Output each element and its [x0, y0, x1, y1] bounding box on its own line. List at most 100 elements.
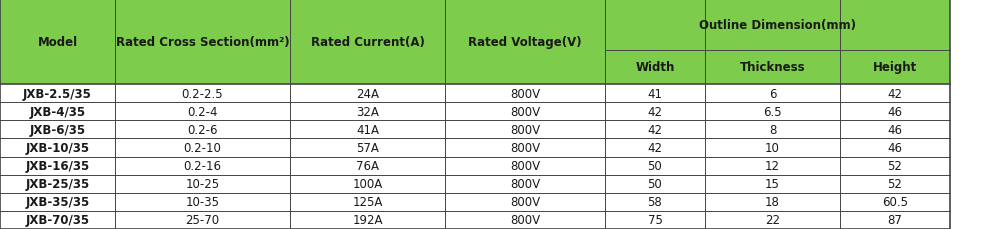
Bar	[0, 121, 115, 139]
Text: 52: 52	[888, 159, 902, 172]
Bar	[0, 0, 115, 85]
Bar	[445, 193, 605, 211]
Bar	[115, 157, 290, 175]
Text: 42: 42	[648, 105, 662, 118]
Text: Width: Width	[635, 61, 675, 74]
Bar	[115, 121, 290, 139]
Text: 0.2-2.5: 0.2-2.5	[182, 87, 223, 100]
Bar	[840, 157, 950, 175]
Text: 8: 8	[769, 123, 776, 136]
Text: 10-35: 10-35	[186, 196, 220, 208]
Text: 32A: 32A	[356, 105, 379, 118]
Text: 25-70: 25-70	[185, 213, 220, 226]
Text: JXB-70/35: JXB-70/35	[25, 213, 90, 226]
Bar	[840, 121, 950, 139]
Text: 42: 42	[888, 87, 902, 100]
Bar	[115, 139, 290, 157]
Bar	[705, 193, 840, 211]
Text: 0.2-4: 0.2-4	[187, 105, 218, 118]
Bar	[840, 139, 950, 157]
Bar	[290, 157, 445, 175]
Bar	[605, 103, 705, 121]
Bar	[115, 175, 290, 193]
Bar	[840, 85, 950, 103]
Text: Outline Dimension(mm): Outline Dimension(mm)	[699, 19, 856, 32]
Bar	[290, 193, 445, 211]
Bar	[0, 139, 115, 157]
Text: 52: 52	[888, 177, 902, 190]
Text: 22: 22	[765, 213, 780, 226]
Bar	[605, 139, 705, 157]
Text: 46: 46	[888, 105, 902, 118]
Bar	[705, 121, 840, 139]
Text: Rated Current(A): Rated Current(A)	[311, 36, 424, 49]
Bar	[840, 50, 950, 85]
Bar	[445, 157, 605, 175]
Text: Rated Voltage(V): Rated Voltage(V)	[468, 36, 582, 49]
Text: 41A: 41A	[356, 123, 379, 136]
Bar	[290, 139, 445, 157]
Bar	[290, 121, 445, 139]
Bar	[0, 157, 115, 175]
Text: 800V: 800V	[510, 159, 540, 172]
Bar	[115, 193, 290, 211]
Text: 800V: 800V	[510, 105, 540, 118]
Bar	[0, 103, 115, 121]
Text: 46: 46	[888, 141, 902, 154]
Bar	[290, 85, 445, 103]
Text: 800V: 800V	[510, 123, 540, 136]
Bar	[605, 85, 705, 103]
Bar	[705, 103, 840, 121]
Bar	[840, 103, 950, 121]
Text: 0.2-16: 0.2-16	[184, 159, 222, 172]
Text: 800V: 800V	[510, 177, 540, 190]
Text: 100A: 100A	[352, 177, 383, 190]
Bar	[445, 175, 605, 193]
Text: 75: 75	[648, 213, 662, 226]
Text: 42: 42	[648, 123, 662, 136]
Text: 192A: 192A	[352, 213, 383, 226]
Bar	[290, 0, 445, 85]
Text: Thickness: Thickness	[740, 61, 805, 74]
Bar	[840, 175, 950, 193]
Text: 12: 12	[765, 159, 780, 172]
Bar	[605, 121, 705, 139]
Text: 60.5: 60.5	[882, 196, 908, 208]
Bar	[0, 85, 115, 103]
Text: Height: Height	[873, 61, 917, 74]
Text: 125A: 125A	[352, 196, 383, 208]
Bar	[445, 0, 605, 85]
Bar	[290, 175, 445, 193]
Text: 58: 58	[648, 196, 662, 208]
Text: 800V: 800V	[510, 196, 540, 208]
Text: 10: 10	[765, 141, 780, 154]
Text: 6.5: 6.5	[763, 105, 782, 118]
Text: Rated Cross Section(mm²): Rated Cross Section(mm²)	[116, 36, 289, 49]
Bar	[605, 211, 705, 229]
Bar	[705, 139, 840, 157]
Bar	[840, 193, 950, 211]
Text: 800V: 800V	[510, 87, 540, 100]
Text: JXB-2.5/35: JXB-2.5/35	[23, 87, 92, 100]
Text: JXB-4/35: JXB-4/35	[29, 105, 86, 118]
Bar	[705, 85, 840, 103]
Bar	[705, 157, 840, 175]
Text: 57A: 57A	[356, 141, 379, 154]
Text: 42: 42	[648, 141, 662, 154]
Text: 46: 46	[888, 123, 902, 136]
Bar	[705, 175, 840, 193]
Text: JXB-25/35: JXB-25/35	[25, 177, 90, 190]
Text: 50: 50	[648, 177, 662, 190]
Text: 0.2-10: 0.2-10	[184, 141, 221, 154]
Text: 10-25: 10-25	[185, 177, 220, 190]
Text: 76A: 76A	[356, 159, 379, 172]
Text: JXB-10/35: JXB-10/35	[25, 141, 90, 154]
Text: 0.2-6: 0.2-6	[187, 123, 218, 136]
Bar	[605, 157, 705, 175]
Text: 50: 50	[648, 159, 662, 172]
Bar	[705, 211, 840, 229]
Text: 15: 15	[765, 177, 780, 190]
Bar	[290, 103, 445, 121]
Bar	[605, 175, 705, 193]
Bar	[605, 0, 950, 50]
